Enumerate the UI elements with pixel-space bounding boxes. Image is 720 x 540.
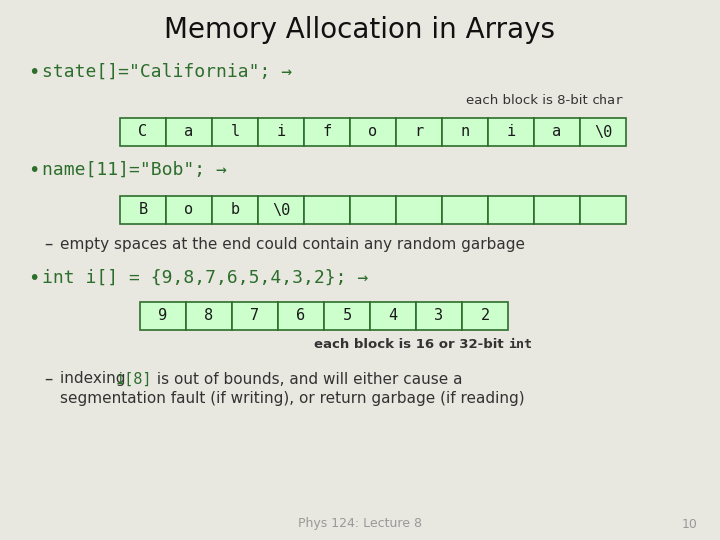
Bar: [166, 118, 212, 146]
Text: –: –: [44, 235, 53, 253]
Text: indexing: indexing: [60, 372, 130, 387]
Bar: [258, 118, 304, 146]
Bar: [258, 196, 304, 224]
Text: char: char: [592, 93, 624, 106]
Bar: [370, 302, 416, 330]
Text: o: o: [184, 202, 194, 218]
Bar: [396, 118, 442, 146]
Bar: [120, 118, 166, 146]
Text: 5: 5: [343, 308, 351, 323]
Bar: [324, 302, 370, 330]
Bar: [488, 118, 534, 146]
Text: •: •: [28, 160, 40, 179]
Text: int i[] = {9,8,7,6,5,4,3,2}; →: int i[] = {9,8,7,6,5,4,3,2}; →: [42, 269, 368, 287]
Text: C: C: [138, 125, 148, 139]
Bar: [416, 302, 462, 330]
Bar: [396, 196, 442, 224]
Text: n: n: [460, 125, 469, 139]
Text: 9: 9: [158, 308, 168, 323]
Text: 8: 8: [204, 308, 214, 323]
Text: \0: \0: [594, 125, 612, 139]
Text: r: r: [415, 125, 423, 139]
Text: i: i: [506, 125, 516, 139]
Text: each block is 8-bit: each block is 8-bit: [466, 93, 592, 106]
Text: Memory Allocation in Arrays: Memory Allocation in Arrays: [164, 16, 556, 44]
Text: 6: 6: [297, 308, 305, 323]
Bar: [304, 196, 350, 224]
Text: –: –: [44, 370, 53, 388]
Text: state[]="California"; →: state[]="California"; →: [42, 63, 292, 81]
Text: a: a: [552, 125, 562, 139]
Text: •: •: [28, 268, 40, 287]
Bar: [580, 118, 626, 146]
Text: int: int: [508, 338, 532, 350]
Bar: [534, 196, 580, 224]
Text: •: •: [28, 63, 40, 82]
Text: Phys 124: Lecture 8: Phys 124: Lecture 8: [298, 517, 422, 530]
Bar: [212, 196, 258, 224]
Text: 2: 2: [480, 308, 490, 323]
Text: i: i: [276, 125, 286, 139]
Text: empty spaces at the end could contain any random garbage: empty spaces at the end could contain an…: [60, 237, 525, 252]
Text: each block is 16 or 32-bit: each block is 16 or 32-bit: [314, 338, 508, 350]
Bar: [232, 302, 278, 330]
Bar: [534, 118, 580, 146]
Bar: [442, 118, 488, 146]
Bar: [278, 302, 324, 330]
Text: f: f: [323, 125, 332, 139]
Text: 4: 4: [388, 308, 397, 323]
Bar: [140, 302, 186, 330]
Bar: [166, 196, 212, 224]
Text: name[11]="Bob"; →: name[11]="Bob"; →: [42, 161, 227, 179]
Bar: [186, 302, 232, 330]
Bar: [580, 196, 626, 224]
Text: a: a: [184, 125, 194, 139]
Bar: [488, 196, 534, 224]
Text: B: B: [138, 202, 148, 218]
Bar: [350, 118, 396, 146]
Text: o: o: [369, 125, 377, 139]
Bar: [304, 118, 350, 146]
Text: \0: \0: [272, 202, 290, 218]
Text: 3: 3: [434, 308, 444, 323]
Bar: [442, 196, 488, 224]
Text: l: l: [230, 125, 240, 139]
Bar: [212, 118, 258, 146]
Bar: [350, 196, 396, 224]
Text: b: b: [230, 202, 240, 218]
Bar: [462, 302, 508, 330]
Text: is out of bounds, and will either cause a: is out of bounds, and will either cause …: [152, 372, 462, 387]
Text: segmentation fault (if writing), or return garbage (if reading): segmentation fault (if writing), or retu…: [60, 392, 525, 407]
Text: 10: 10: [682, 517, 698, 530]
Bar: [120, 196, 166, 224]
Text: 7: 7: [251, 308, 260, 323]
Text: i[8]: i[8]: [116, 372, 153, 387]
